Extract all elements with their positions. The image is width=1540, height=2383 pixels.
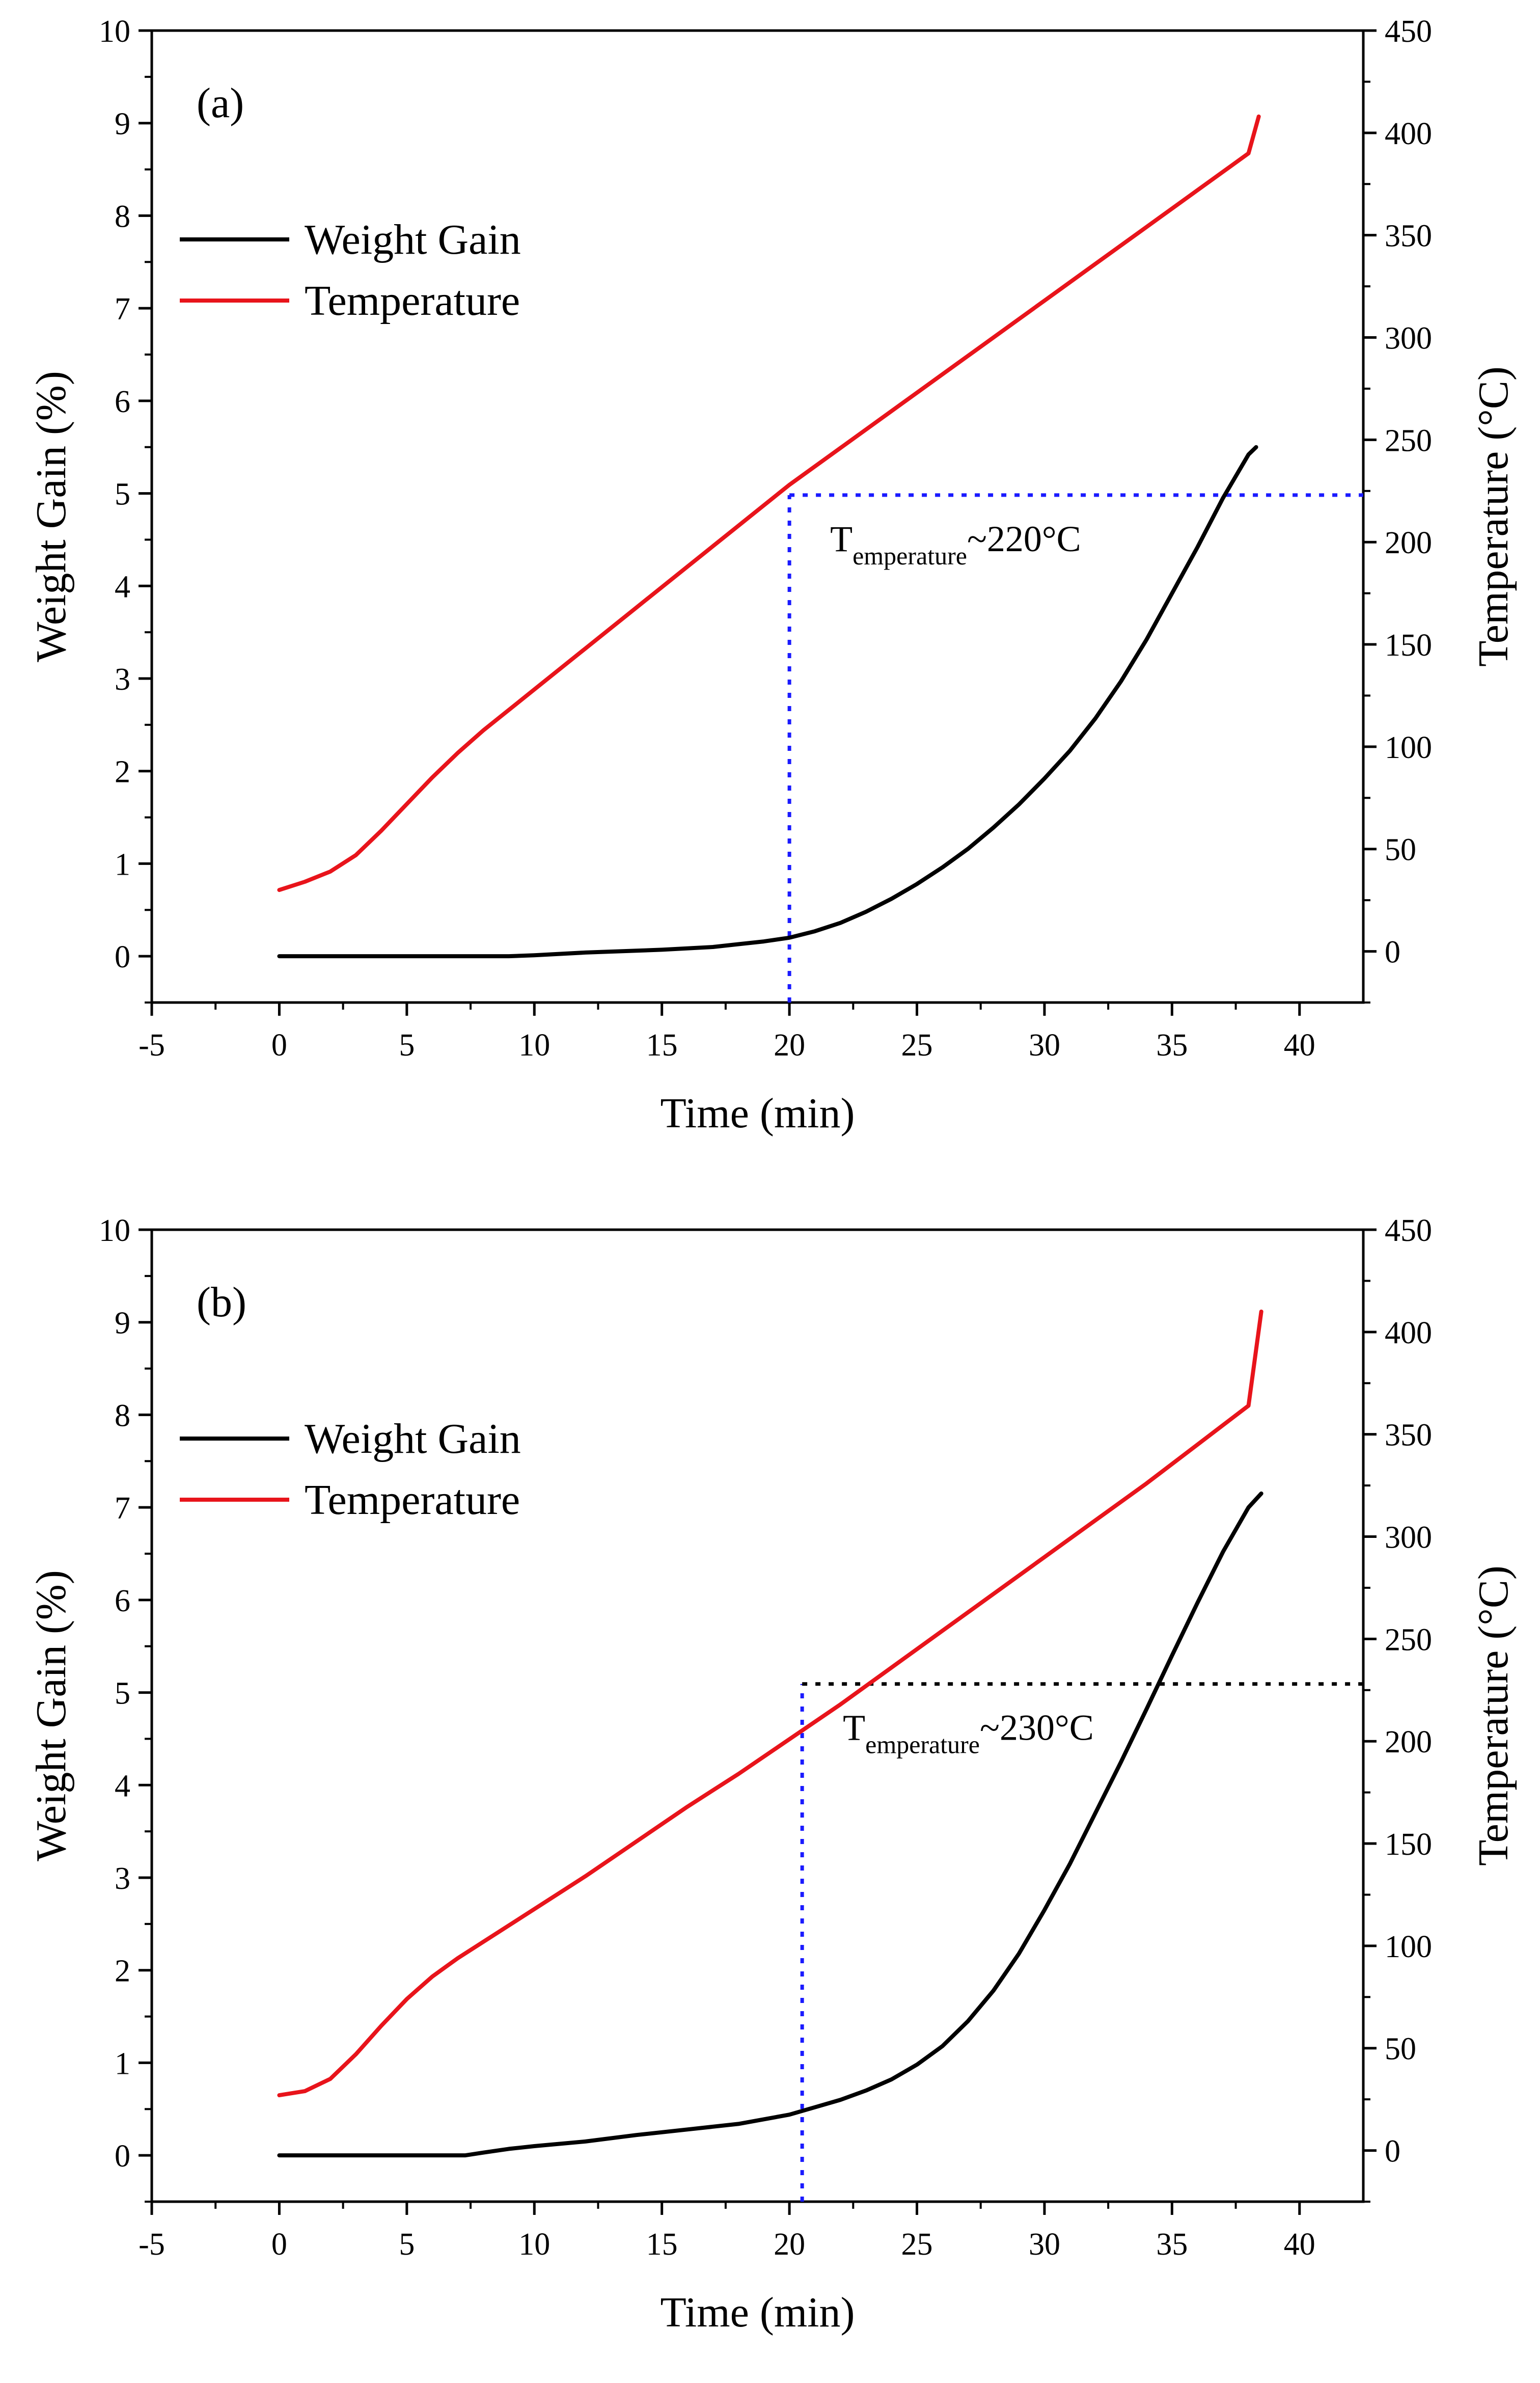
y2-tick-label: 100 [1385,730,1432,765]
y2-tick-label: 150 [1385,628,1432,663]
y2-tick-label: 150 [1385,1827,1432,1862]
y2-tick-label: 200 [1385,526,1432,560]
annotation-main: T [830,519,853,559]
y2-tick-label: 0 [1385,935,1400,970]
x-tick-label: 0 [271,2227,287,2262]
x-tick-label: 0 [271,1028,287,1063]
y2-tick-label: 50 [1385,833,1416,868]
annotation-value: ~230°C [980,1708,1094,1748]
y2-tick-label: 250 [1385,423,1432,458]
y-tick-label: 3 [115,662,130,697]
weight-gain-line [277,445,1258,959]
y-tick-label: 2 [115,1954,130,1989]
x-tick-label: 10 [518,1028,550,1063]
annotation-main: T [843,1708,865,1748]
x-tick-label: 20 [774,2227,805,2262]
legend: Weight Gain Temperature [180,216,521,324]
y2-tick-label: 450 [1385,1213,1432,1248]
chart-panel-a: -5 0 5 10 15 20 25 30 35 400123456789100501001502… [28,14,1517,1137]
y2-axis-title: Temperature (°C) [1470,1565,1517,1866]
chart-panel-b: -5 0 5 10 15 20 25 30 35 400123456789100501001502… [28,1213,1517,2336]
plot-frame [150,1228,1365,2203]
y-tick-label: 4 [115,1769,130,1803]
y-axis-title: Weight Gain (%) [28,371,75,662]
x-axis-title: Time (min) [661,2289,855,2336]
reference-annotation: Temperature~230°C [843,1708,1094,1759]
y2-tick-label: 400 [1385,1316,1432,1350]
y2-tick-label: 400 [1385,117,1432,151]
y-tick-label: 0 [115,940,130,974]
y2-tick-label: 200 [1385,1725,1432,1759]
panel-label: (a) [197,79,244,127]
x-tick-label: 10 [518,2227,550,2262]
y-tick-label: 7 [115,292,130,327]
x-tick-label: 35 [1156,1028,1188,1063]
y-tick-label: 1 [115,2046,130,2081]
y2-tick-label: 0 [1385,2134,1400,2169]
y-tick-label: 8 [115,1398,130,1433]
y2-tick-label: 350 [1385,1418,1432,1453]
y-tick-label: 5 [115,477,130,512]
legend-label-weight-gain: Weight Gain [305,216,521,263]
y2-tick-label: 250 [1385,1622,1432,1657]
x-tick-label: 30 [1029,1028,1060,1063]
x-axis-title: Time (min) [661,1090,855,1137]
panel-label: (b) [197,1279,246,1326]
y2-axis-title: Temperature (°C) [1470,366,1517,667]
y2-tick-label: 350 [1385,219,1432,254]
reference-annotation: Temperature~220°C [830,519,1081,570]
y-tick-label: 1 [115,847,130,882]
plot-frame [150,29,1365,1004]
x-tick-label: 40 [1284,1028,1315,1063]
y2-tick-label: 450 [1385,14,1432,49]
y-tick-label: 9 [115,107,130,142]
y2-tick-label: 100 [1385,1930,1432,1964]
x-tick-label: -5 [139,1028,165,1063]
legend-label-temperature: Temperature [305,277,520,324]
x-tick-label: -5 [139,2227,165,2262]
legend-label-weight-gain: Weight Gain [305,1415,521,1463]
legend: Weight Gain Temperature [180,1415,521,1524]
x-tick-label: 25 [901,2227,933,2262]
x-tick-label: 5 [399,1028,415,1063]
y2-tick-label: 50 [1385,2032,1416,2067]
y-tick-label: 0 [115,2139,130,2174]
y-tick-label: 10 [99,1213,130,1248]
x-tick-label: 35 [1156,2227,1188,2262]
y-tick-label: 4 [115,570,130,604]
legend-label-temperature: Temperature [305,1476,520,1524]
weight-gain-line [277,1491,1263,2158]
x-tick-label: 40 [1284,2227,1315,2262]
temperature-line [277,1309,1263,2098]
y-axis-title: Weight Gain (%) [28,1570,75,1861]
y-tick-label: 7 [115,1491,130,1526]
x-tick-label: 15 [646,1028,678,1063]
x-tick-label: 30 [1029,2227,1060,2262]
x-tick-label: 25 [901,1028,933,1063]
y-tick-label: 2 [115,755,130,790]
annotation-subscript: emperature [853,541,967,570]
x-tick-label: 15 [646,2227,678,2262]
annotation-subscript: emperature [865,1730,980,1759]
y-tick-label: 5 [115,1676,130,1711]
y-tick-label: 10 [99,14,130,49]
y-tick-label: 3 [115,1861,130,1896]
temperature-line [277,114,1261,892]
y-tick-label: 6 [115,385,130,419]
y-tick-label: 8 [115,199,130,234]
y2-tick-label: 300 [1385,1521,1432,1555]
x-tick-label: 20 [774,1028,805,1063]
x-tick-label: 5 [399,2227,415,2262]
y-tick-label: 9 [115,1306,130,1341]
y-tick-label: 6 [115,1584,130,1618]
annotation-value: ~220°C [967,519,1081,559]
y2-tick-label: 300 [1385,321,1432,356]
